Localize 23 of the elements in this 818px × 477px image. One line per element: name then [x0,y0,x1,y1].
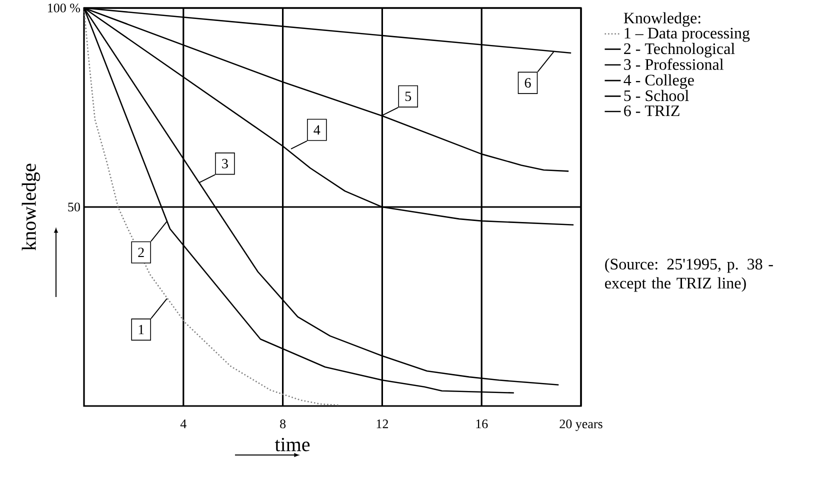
annotation: 3 [222,158,228,168]
legend-label: 3 - Professional [624,58,724,70]
legend-label: 1 – Data processing [624,28,750,42]
y-axis-title: knowledge [22,164,40,250]
legend-title: Knowledge: [624,12,700,27]
x-tick-label: 4 [180,420,186,428]
legend-label: 4 - College [624,74,694,89]
text: (Source: 25'1995, p. 38 - except the TRIZ line) [605,258,773,292]
legend-label: 6 - TRIZ [624,105,680,116]
annotation: 2 [138,248,144,257]
x-tick-label: 8 [280,420,286,428]
x-tick-label: 20 years [560,420,602,431]
legend-label: 5 - School [624,90,689,102]
y-tick-label: 50 [68,202,80,212]
x-tick-label: 16 [476,420,488,428]
x-axis-title: time [274,438,310,452]
y-tick-label: 100 % [48,4,80,12]
annotation: 4 [314,125,320,134]
annotation: 1 [138,324,144,334]
legend-label: 2 - Technological [624,42,735,58]
x-tick-label: 12 [376,420,388,428]
annotation: 5 [405,92,412,102]
annotation: 6 [524,78,531,88]
